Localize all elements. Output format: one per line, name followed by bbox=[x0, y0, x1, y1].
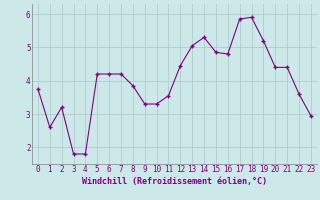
X-axis label: Windchill (Refroidissement éolien,°C): Windchill (Refroidissement éolien,°C) bbox=[82, 177, 267, 186]
